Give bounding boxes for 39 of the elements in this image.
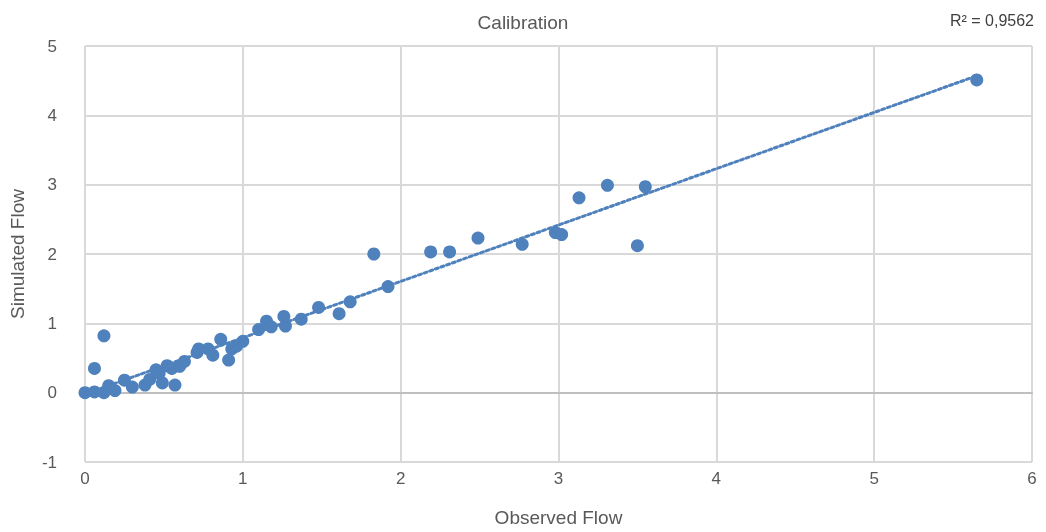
point: [367, 247, 381, 261]
x-tick-label: 6: [1027, 469, 1037, 488]
point: [97, 329, 111, 343]
point: [515, 237, 529, 251]
point: [555, 228, 569, 242]
x-tick-label: 2: [395, 469, 406, 488]
point: [155, 376, 169, 390]
point: [638, 180, 652, 194]
point: [471, 231, 485, 245]
y-axis-title: Simulated Flow: [7, 188, 28, 319]
point: [630, 239, 644, 253]
x-tick-label: 1: [238, 469, 248, 488]
x-tick-label: 0: [80, 469, 90, 488]
y-tick-label: 3: [47, 175, 57, 195]
point: [143, 373, 157, 386]
point: [108, 384, 122, 398]
y-tick-label: 5: [47, 36, 57, 56]
point: [125, 380, 139, 394]
y-tick-label: 4: [47, 105, 57, 125]
point: [87, 361, 101, 375]
y-tick-label: 2: [47, 244, 57, 264]
point: [424, 245, 438, 259]
point: [332, 307, 346, 321]
point: [222, 353, 236, 367]
x-axis-title: Observed Flow: [494, 507, 623, 528]
point: [443, 245, 457, 259]
y-tick-label: 0: [47, 383, 57, 403]
point: [206, 348, 220, 362]
chart-title: Calibration: [477, 12, 569, 33]
point: [214, 332, 228, 346]
point: [168, 378, 182, 392]
y-tick-label: -1: [41, 452, 57, 472]
x-tick-label: 4: [711, 469, 722, 488]
x-tick-label: 3: [553, 469, 564, 488]
text: R² = 0,9562: [949, 11, 1035, 29]
x-tick-label: 5: [869, 469, 879, 488]
y-tick-label: 1: [47, 313, 57, 333]
point: [600, 178, 614, 192]
point: [572, 191, 586, 205]
